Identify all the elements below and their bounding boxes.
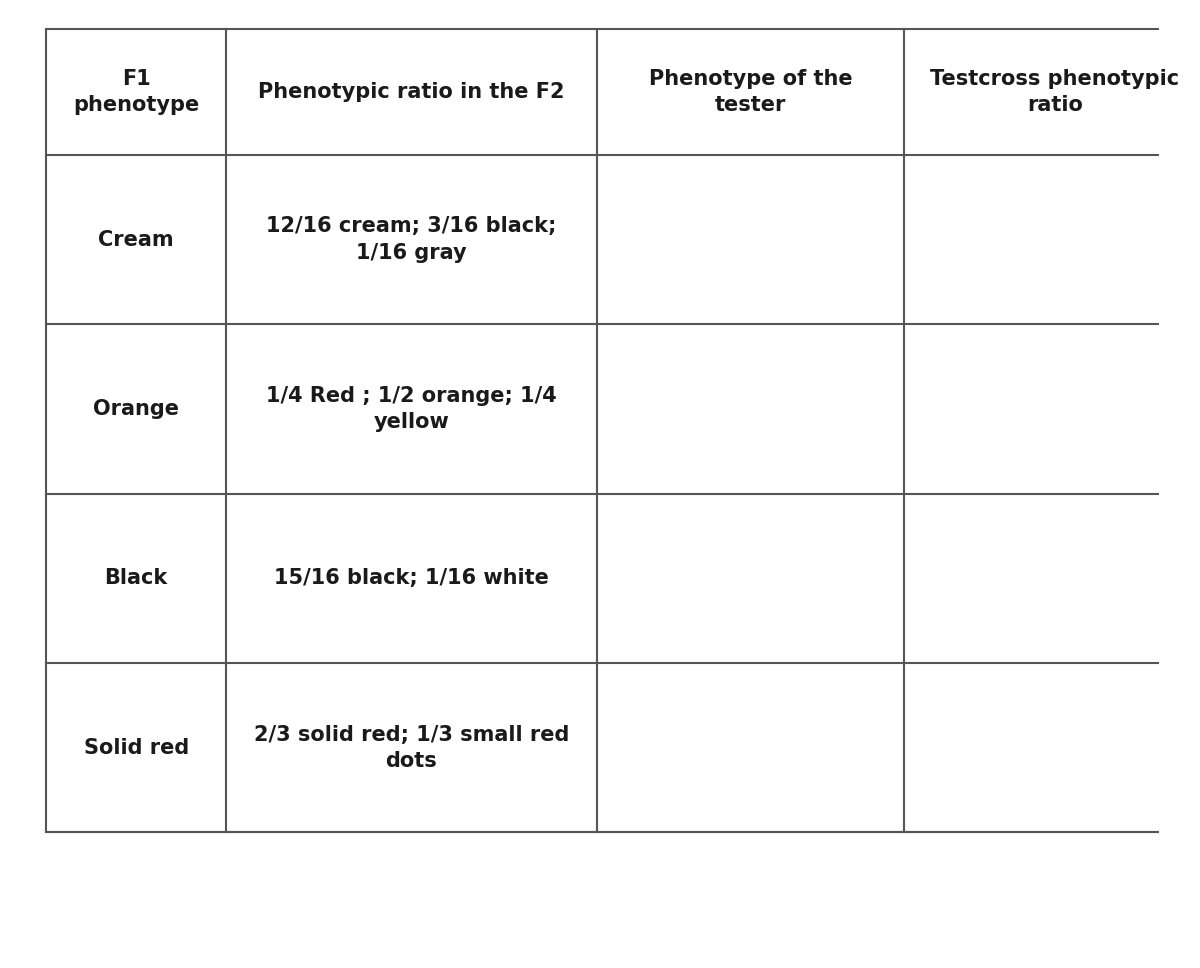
Text: 12/16 cream; 3/16 black;
1/16 gray: 12/16 cream; 3/16 black; 1/16 gray <box>266 217 557 262</box>
Text: Phenotypic ratio in the F2: Phenotypic ratio in the F2 <box>258 82 565 102</box>
Text: F1
phenotype: F1 phenotype <box>73 69 199 115</box>
Bar <box>47 29 1200 832</box>
Text: Black: Black <box>104 568 168 589</box>
Text: Solid red: Solid red <box>84 738 188 758</box>
Text: Testcross phenotypic
ratio: Testcross phenotypic ratio <box>930 69 1180 115</box>
Text: Phenotype of the
tester: Phenotype of the tester <box>649 69 852 115</box>
Text: 15/16 black; 1/16 white: 15/16 black; 1/16 white <box>274 568 548 589</box>
Text: Orange: Orange <box>94 399 179 419</box>
Text: 2/3 solid red; 1/3 small red
dots: 2/3 solid red; 1/3 small red dots <box>254 725 569 771</box>
Text: Cream: Cream <box>98 229 174 250</box>
Text: 1/4 Red ; 1/2 orange; 1/4
yellow: 1/4 Red ; 1/2 orange; 1/4 yellow <box>266 386 557 432</box>
